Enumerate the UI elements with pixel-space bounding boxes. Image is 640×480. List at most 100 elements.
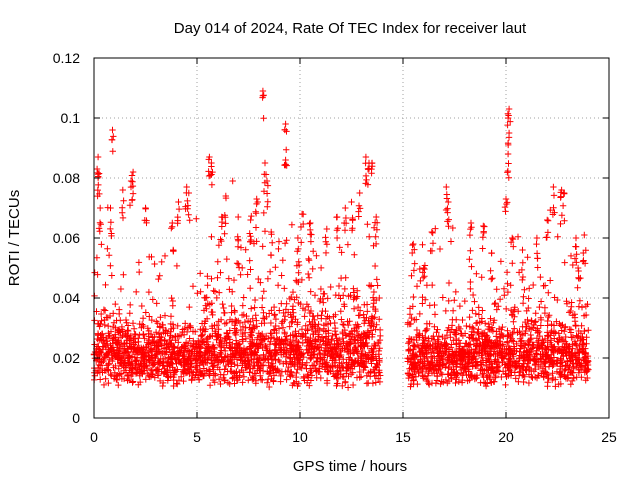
data-point — [105, 322, 112, 330]
data-point — [168, 225, 175, 232]
data-point — [559, 337, 567, 344]
data-point — [273, 329, 280, 337]
data-point — [211, 344, 218, 351]
data-point — [156, 377, 164, 385]
data-point — [472, 310, 479, 317]
data-point — [160, 359, 167, 367]
data-point — [119, 186, 126, 194]
data-point — [186, 322, 193, 330]
data-point — [582, 377, 589, 384]
data-point — [170, 247, 177, 254]
data-point — [571, 338, 579, 345]
data-point — [413, 326, 421, 334]
data-point — [533, 339, 541, 346]
data-point — [98, 337, 106, 344]
data-point — [432, 380, 440, 387]
data-point — [512, 375, 519, 382]
data-point — [519, 273, 527, 281]
data-point — [489, 275, 496, 282]
data-point — [266, 383, 273, 391]
data-point — [246, 369, 253, 376]
data-point — [504, 333, 511, 340]
data-point — [519, 276, 526, 284]
data-point — [534, 325, 541, 332]
data-point — [129, 182, 137, 190]
data-point — [298, 239, 305, 246]
data-point — [448, 357, 455, 365]
data-point — [273, 341, 280, 349]
data-point — [351, 251, 358, 258]
data-point — [171, 367, 178, 374]
data-point — [369, 348, 376, 356]
data-point — [208, 275, 215, 282]
data-point — [526, 351, 534, 358]
data-point — [311, 351, 318, 358]
data-point — [410, 240, 417, 248]
data-point — [352, 343, 359, 351]
data-point — [367, 327, 375, 334]
data-point — [215, 376, 223, 383]
data-point — [528, 345, 536, 352]
data-point — [184, 324, 192, 331]
data-point — [323, 225, 330, 233]
data-point — [193, 352, 200, 359]
data-point — [519, 246, 526, 254]
x-tick-label: 0 — [90, 429, 98, 445]
data-point — [360, 366, 367, 374]
data-point — [268, 375, 275, 383]
data-point — [468, 335, 475, 342]
data-point — [136, 320, 143, 328]
data-point — [236, 345, 243, 352]
data-point — [478, 330, 486, 337]
data-point — [260, 92, 267, 99]
data-point — [176, 349, 184, 356]
data-point — [101, 316, 108, 324]
data-point — [244, 346, 251, 353]
data-point — [319, 307, 326, 315]
data-point — [555, 347, 563, 354]
data-point — [419, 373, 427, 380]
data-point — [125, 352, 133, 359]
data-point — [482, 351, 489, 358]
data-point — [237, 271, 244, 278]
data-point — [288, 345, 296, 352]
data-point — [203, 315, 211, 322]
data-point — [509, 351, 517, 358]
data-point — [209, 341, 217, 349]
data-point — [519, 259, 526, 266]
data-point — [93, 165, 101, 173]
data-point — [247, 236, 255, 244]
data-point — [466, 231, 474, 239]
data-point — [478, 352, 485, 359]
data-point — [146, 353, 153, 361]
data-point — [364, 308, 371, 315]
data-point — [519, 323, 526, 330]
data-point — [452, 379, 459, 387]
data-point — [192, 328, 199, 335]
data-point — [268, 356, 275, 363]
data-point — [326, 314, 333, 322]
data-point — [536, 303, 543, 311]
data-point — [584, 301, 591, 308]
data-point — [112, 300, 119, 308]
data-point — [336, 244, 343, 251]
data-point — [146, 373, 153, 381]
data-point — [119, 355, 126, 363]
data-point — [200, 339, 208, 346]
data-point — [495, 325, 503, 332]
data-point — [116, 310, 123, 318]
data-point — [94, 343, 101, 350]
data-point — [126, 310, 133, 317]
data-point — [277, 340, 285, 347]
data-point — [258, 304, 266, 311]
data-point — [550, 204, 557, 211]
data-point — [221, 309, 228, 317]
data-point — [560, 353, 567, 360]
data-point — [436, 245, 444, 253]
data-point — [307, 238, 315, 245]
data-point — [518, 266, 526, 274]
data-point — [232, 319, 239, 327]
data-point — [492, 357, 499, 365]
data-point — [411, 246, 418, 253]
data-point — [581, 231, 588, 239]
